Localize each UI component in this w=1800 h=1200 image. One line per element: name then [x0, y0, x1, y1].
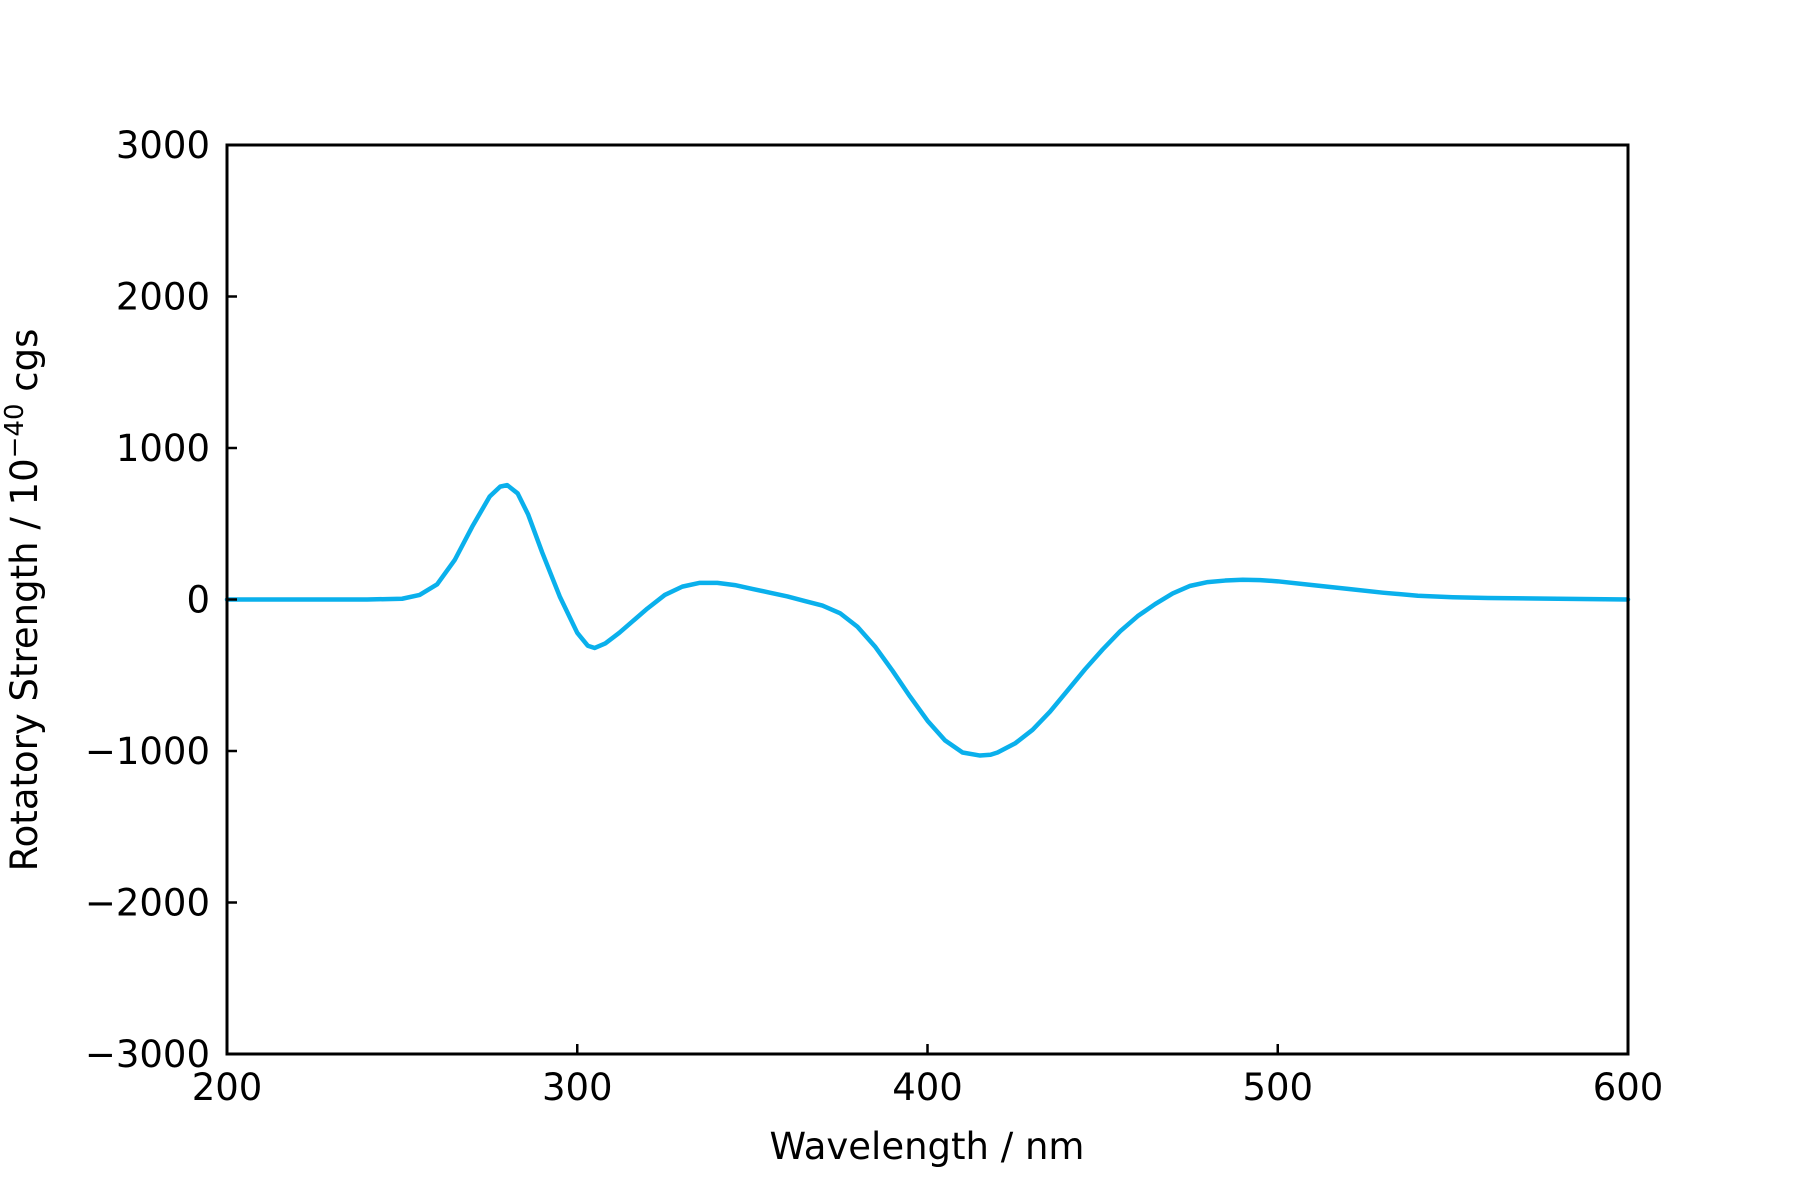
y-axis-label-prefix: Rotatory Strength / 10	[3, 458, 46, 871]
x-tick-label: 300	[542, 1066, 613, 1109]
y-axis-label-superscript: −40	[0, 404, 30, 459]
y-tick-label: 3000	[116, 124, 210, 167]
y-axis-label: Rotatory Strength / 10−40 cgs	[0, 329, 46, 872]
y-tick-label: 2000	[116, 276, 210, 319]
x-tick-label: 400	[892, 1066, 963, 1109]
plot-area	[224, 143, 1631, 1056]
x-axis-ticks: 200 300 400 500 600	[192, 1044, 1664, 1109]
series-line	[224, 482, 1631, 758]
x-tick-label: 600	[1593, 1066, 1664, 1109]
x-tick-label: 200	[192, 1066, 263, 1109]
y-tick-label: −2000	[85, 882, 210, 925]
y-tick-label: 0	[186, 579, 210, 622]
x-tick-label: 500	[1242, 1066, 1313, 1109]
y-tick-label: −3000	[85, 1033, 210, 1076]
y-tick-label: −1000	[85, 730, 210, 773]
y-tick-label: 1000	[116, 427, 210, 470]
x-axis-label: Wavelength / nm	[770, 1125, 1085, 1168]
plot-frame	[225, 143, 1630, 1056]
y-axis-ticks: 3000 2000 1000 0 −1000 −2000 −3000	[85, 124, 237, 1076]
y-axis-label-suffix: cgs	[3, 329, 46, 404]
